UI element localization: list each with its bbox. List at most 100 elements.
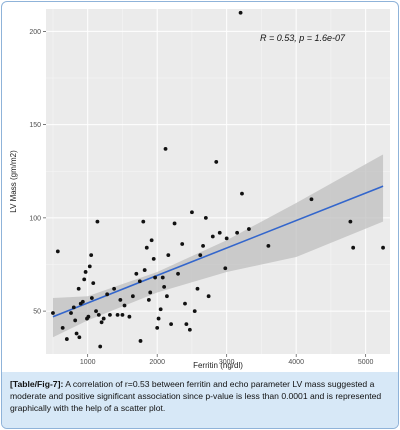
data-point [158, 307, 163, 312]
x-tick-label: 4000 [288, 359, 304, 366]
y-axis-title: LV Mass (gm/m2) [9, 150, 18, 213]
data-point [151, 256, 156, 261]
x-axis-ticks: 1000 2000 3000 4000 5000 [80, 354, 374, 366]
data-point [137, 279, 142, 284]
data-point [71, 305, 76, 310]
x-tick-label: 1000 [80, 359, 96, 366]
data-point [184, 322, 189, 327]
data-point [247, 227, 251, 231]
data-point [148, 290, 153, 295]
data-point [223, 266, 228, 271]
data-point [76, 286, 81, 291]
data-point [127, 314, 132, 319]
data-point [381, 245, 385, 250]
data-point [77, 335, 82, 340]
data-point [99, 320, 104, 325]
data-points [51, 10, 385, 349]
y-axis-ticks: 50 100 150 200 [29, 29, 46, 316]
data-point [210, 234, 215, 239]
data-point [206, 294, 211, 299]
y-tick-label: 150 [29, 122, 41, 129]
x-tick-label: 3000 [219, 359, 235, 366]
data-point [190, 210, 194, 215]
data-point [89, 253, 94, 258]
y-tick-label: 200 [29, 29, 41, 36]
data-point [130, 294, 135, 299]
data-point [64, 337, 69, 341]
data-point [83, 270, 88, 274]
data-point [166, 253, 171, 258]
data-point [141, 219, 146, 224]
data-point [101, 316, 106, 321]
data-point [176, 271, 180, 276]
data-point [95, 219, 100, 224]
data-point [98, 344, 103, 349]
data-point [183, 301, 187, 306]
data-point [138, 339, 143, 343]
data-point [122, 303, 127, 308]
data-point [105, 292, 110, 297]
data-point [203, 215, 208, 220]
data-point [162, 284, 167, 289]
data-point [69, 311, 73, 315]
data-point [134, 271, 139, 276]
data-point [187, 327, 192, 332]
grid-lines [46, 9, 390, 354]
data-point [235, 230, 240, 235]
data-point [163, 146, 168, 151]
caption-label: [Table/Fig-7]: [10, 379, 64, 389]
data-point [87, 264, 92, 269]
confidence-band [52, 154, 384, 338]
data-point [165, 294, 169, 299]
data-point [115, 312, 120, 317]
data-point [214, 160, 219, 164]
data-point [74, 331, 79, 336]
data-point [146, 298, 151, 302]
data-point [89, 296, 94, 300]
data-point [91, 281, 96, 286]
data-point [142, 268, 147, 272]
data-point [198, 253, 203, 258]
data-point [217, 230, 222, 235]
correlation-annotation: R = 0.53, p = 1.6e-07 [260, 33, 346, 43]
caption-text: A correlation of r=0.53 between ferritin… [10, 379, 382, 413]
data-point [60, 325, 65, 330]
data-point [73, 318, 78, 323]
data-point [55, 249, 60, 254]
data-point [238, 10, 243, 15]
data-point [118, 298, 123, 302]
x-tick-label: 2000 [149, 359, 165, 366]
data-point [351, 245, 356, 250]
data-point [240, 191, 244, 196]
y-tick-label: 50 [33, 309, 41, 316]
data-point [348, 219, 353, 224]
x-axis-title: Ferritin (ng/dl) [193, 361, 243, 370]
x-tick-label: 5000 [358, 359, 374, 366]
scatter-plot: 1000 2000 3000 4000 5000 50 100 150 200 R = 0.5… [9, 9, 390, 370]
data-point [169, 322, 173, 327]
data-point [195, 286, 200, 291]
data-point [108, 312, 112, 317]
data-point [266, 243, 271, 248]
data-point [160, 275, 165, 280]
data-point [224, 236, 229, 241]
data-point [155, 325, 160, 330]
data-point [192, 309, 197, 314]
data-point [153, 275, 158, 280]
data-point [172, 221, 177, 226]
data-point [94, 309, 98, 314]
data-point [82, 277, 87, 282]
data-point [149, 238, 154, 243]
data-point [96, 312, 101, 317]
data-point [156, 316, 161, 321]
data-point [120, 312, 125, 317]
data-point [309, 197, 314, 202]
data-point [80, 299, 85, 304]
data-point [201, 243, 205, 248]
data-point [112, 286, 117, 291]
data-point [144, 245, 149, 250]
data-point [86, 314, 91, 319]
y-tick-label: 100 [29, 215, 41, 222]
figure-caption: [Table/Fig-7]: A correlation of r=0.53 b… [2, 372, 398, 428]
